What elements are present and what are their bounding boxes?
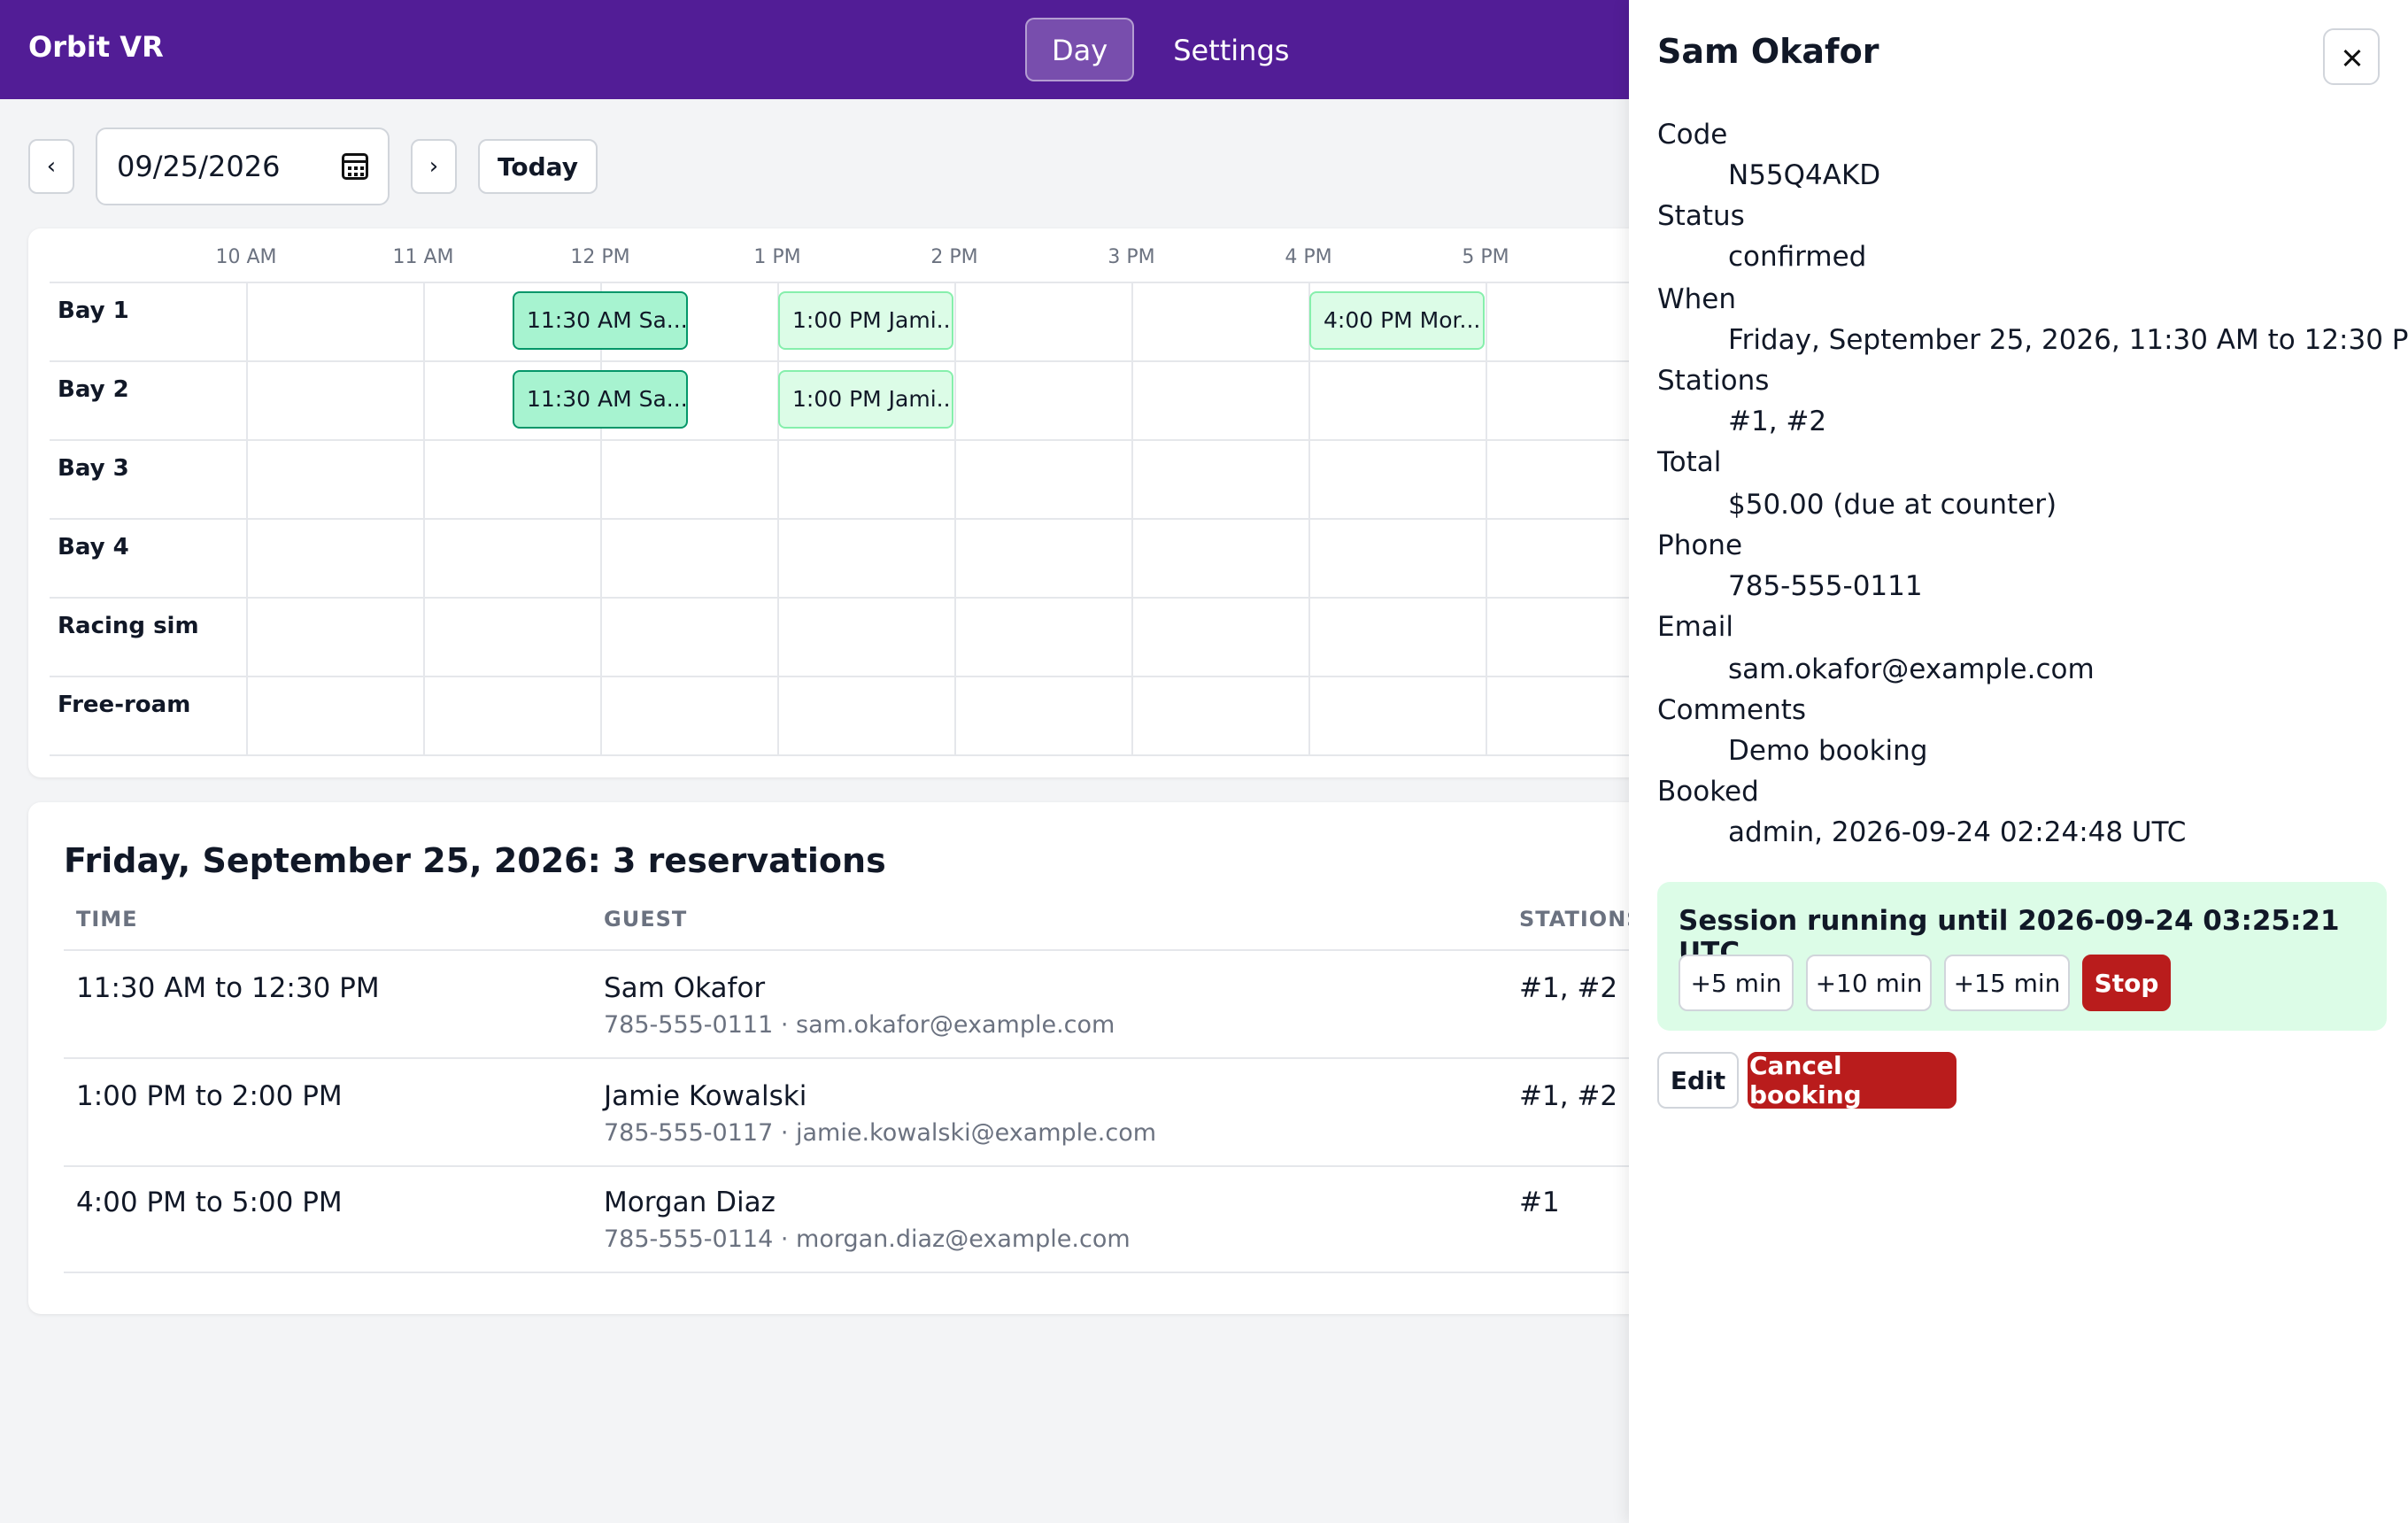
grid-row-line — [50, 676, 1710, 677]
grid-row-line — [50, 282, 1710, 283]
field-label-code: Code — [1657, 119, 1728, 151]
hour-label: 2 PM — [930, 246, 978, 268]
grid-row-line — [50, 754, 1710, 756]
field-label-when: When — [1657, 283, 1737, 315]
prev-day-button[interactable]: ‹ — [28, 139, 74, 194]
booking-block[interactable]: 11:30 AM Sa... — [513, 370, 688, 429]
divider — [64, 1165, 1710, 1167]
row-label: Bay 3 — [58, 455, 129, 482]
field-value-stations: #1, #2 — [1728, 406, 1827, 437]
field-label-comments: Comments — [1657, 694, 1807, 726]
hour-label: 11 AM — [392, 246, 454, 268]
panel-title: Sam Okafor — [1657, 32, 1879, 71]
add-10-min-button[interactable]: +10 min — [1806, 955, 1932, 1011]
main-nav: Day Settings — [1025, 18, 1316, 81]
date-controls: ‹ 09/25/2026 › Today — [28, 128, 598, 205]
add-15-min-button[interactable]: +15 min — [1944, 955, 2070, 1011]
field-value-email: sam.okafor@example.com — [1728, 653, 2095, 685]
next-day-button[interactable]: › — [411, 139, 457, 194]
grid-row-line — [50, 518, 1710, 520]
row-label: Free-roam — [58, 692, 191, 718]
brand-logo[interactable]: Orbit VR — [28, 30, 164, 64]
add-5-min-button[interactable]: +5 min — [1679, 955, 1794, 1011]
date-value: 09/25/2026 — [117, 150, 281, 183]
row-time: 11:30 AM to 12:30 PM — [76, 972, 380, 1004]
grid-row-line — [50, 360, 1710, 362]
divider — [64, 1272, 1710, 1273]
booking-detail-panel: Sam Okafor Code N55Q4AKD Status confirme… — [1629, 0, 2408, 1523]
row-guest: Jamie Kowalski — [604, 1080, 807, 1112]
field-label-email: Email — [1657, 611, 1734, 643]
hour-label: 3 PM — [1108, 246, 1155, 268]
field-value-phone: 785-555-0111 — [1728, 570, 1923, 602]
tab-settings[interactable]: Settings — [1173, 34, 1290, 67]
row-label: Bay 1 — [58, 298, 129, 324]
calendar-icon[interactable] — [342, 153, 368, 180]
row-contact: 785-555-0111 · sam.okafor@example.com — [604, 1011, 1115, 1039]
field-value-code: N55Q4AKD — [1728, 159, 1881, 191]
reservations-title: Friday, September 25, 2026: 3 reservatio… — [64, 841, 886, 880]
col-header-stations: STATIONS — [1519, 907, 1643, 932]
hour-label: 5 PM — [1462, 246, 1509, 268]
close-icon[interactable] — [2323, 28, 2380, 85]
hour-label: 12 PM — [570, 246, 630, 268]
field-label-stations: Stations — [1657, 365, 1770, 397]
row-label: Bay 2 — [58, 376, 129, 403]
hour-label: 1 PM — [753, 246, 801, 268]
row-time: 4:00 PM to 5:00 PM — [76, 1187, 343, 1218]
field-value-when: Friday, September 25, 2026, 11:30 AM to … — [1728, 324, 2408, 356]
row-guest: Morgan Diaz — [604, 1187, 776, 1218]
today-button[interactable]: Today — [478, 139, 598, 194]
field-label-phone: Phone — [1657, 530, 1743, 561]
row-label: Bay 4 — [58, 534, 129, 560]
row-stations: #1 — [1519, 1187, 1560, 1218]
grid-row-line — [50, 597, 1710, 599]
row-time: 1:00 PM to 2:00 PM — [76, 1080, 343, 1112]
row-contact: 785-555-0114 · morgan.diaz@example.com — [604, 1225, 1131, 1253]
col-header-time: TIME — [76, 907, 138, 932]
schedule-card: 10 AM 11 AM 12 PM 1 PM 2 PM 3 PM 4 PM 5 PM Bay 1… — [28, 228, 1710, 777]
field-value-booked: admin, 2026-09-24 02:24:48 UTC — [1728, 816, 2187, 848]
tab-day[interactable]: Day — [1025, 18, 1135, 81]
date-input[interactable]: 09/25/2026 — [96, 128, 390, 205]
edit-button[interactable]: Edit — [1657, 1052, 1739, 1109]
row-label: Racing sim — [58, 613, 199, 639]
stop-session-button[interactable]: Stop — [2082, 955, 2171, 1011]
divider — [64, 949, 1710, 951]
row-stations: #1, #2 — [1519, 1080, 1618, 1112]
grid-row-line — [50, 439, 1710, 441]
session-status-box: Session running until 2026-09-24 03:25:2… — [1657, 882, 2387, 1031]
field-value-status: confirmed — [1728, 241, 1867, 273]
booking-block[interactable]: 11:30 AM Sa... — [513, 291, 688, 350]
row-stations: #1, #2 — [1519, 972, 1618, 1004]
schedule-grid: 10 AM 11 AM 12 PM 1 PM 2 PM 3 PM 4 PM 5 PM Bay 1… — [28, 228, 1710, 777]
hour-label: 4 PM — [1285, 246, 1332, 268]
field-label-booked: Booked — [1657, 776, 1759, 808]
top-nav-bar: Orbit VR Day Settings — [0, 0, 1629, 99]
field-label-total: Total — [1657, 446, 1722, 478]
booking-block[interactable]: 1:00 PM Jami... — [778, 370, 953, 429]
hour-label: 10 AM — [215, 246, 277, 268]
col-header-guest: GUEST — [604, 907, 688, 932]
row-contact: 785-555-0117 · jamie.kowalski@example.co… — [604, 1119, 1157, 1147]
reservations-card: Friday, September 25, 2026: 3 reservatio… — [28, 802, 1710, 1314]
field-value-comments: Demo booking — [1728, 735, 1928, 767]
booking-block[interactable]: 4:00 PM Mor... — [1309, 291, 1485, 350]
field-label-status: Status — [1657, 200, 1745, 232]
divider — [64, 1057, 1710, 1059]
booking-block[interactable]: 1:00 PM Jami... — [778, 291, 953, 350]
cancel-booking-button[interactable]: Cancel booking — [1748, 1051, 1956, 1109]
row-guest: Sam Okafor — [604, 972, 766, 1004]
field-value-total: $50.00 (due at counter) — [1728, 489, 2057, 521]
